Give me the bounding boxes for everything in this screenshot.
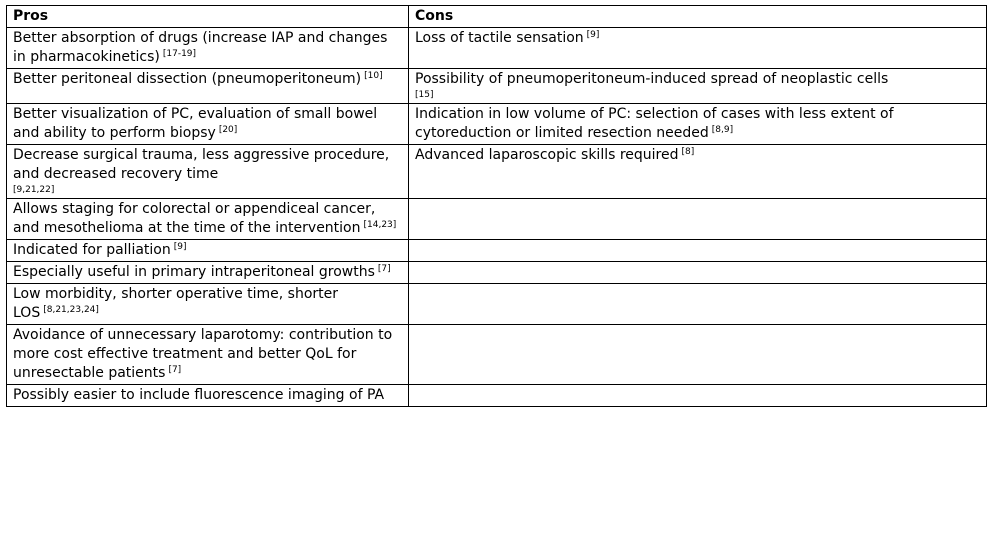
pros-text: Indicated for palliation xyxy=(13,242,171,258)
cons-text: Loss of tactile sensation xyxy=(415,30,584,46)
table-wrapper: Pros Cons Better absorption of drugs (in… xyxy=(6,5,987,407)
pros-cell: Better visualization of PC, evaluation o… xyxy=(6,103,409,145)
pros-cell: Allows staging for colorectal or appendi… xyxy=(6,198,409,240)
table-row: Low morbidity, shorter operative time, s… xyxy=(6,283,987,325)
cons-cell xyxy=(408,198,987,240)
pros-cons-table: Pros Cons Better absorption of drugs (in… xyxy=(6,5,987,407)
cons-text: Advanced laparoscopic skills required xyxy=(415,147,679,163)
pros-ref: [9] xyxy=(173,242,187,252)
cons-cell: Advanced laparoscopic skills required [8] xyxy=(408,144,987,199)
cons-cell xyxy=(408,283,987,325)
pros-text: Avoidance of unnecessary laparotomy: con… xyxy=(13,327,393,381)
pros-text: Better visualization of PC, evaluation o… xyxy=(13,106,378,141)
table-row: Better visualization of PC, evaluation o… xyxy=(6,103,987,145)
table-row: Possibly easier to include fluorescence … xyxy=(6,384,987,407)
pros-ref: [17-19] xyxy=(162,49,197,59)
pros-text: Better peritoneal dissection (pneumoperi… xyxy=(13,71,362,87)
pros-text: Better absorption of drugs (increase IAP… xyxy=(13,30,388,65)
table-row: Especially useful in primary intraperito… xyxy=(6,261,987,284)
pros-ref: [14,23] xyxy=(363,220,397,230)
cons-text: Possibility of pneumoperitoneum-induced … xyxy=(415,71,889,87)
pros-cell: Decrease surgical trauma, less aggressiv… xyxy=(6,144,409,199)
pros-ref: [7] xyxy=(168,365,182,375)
pros-cell: Especially useful in primary intraperito… xyxy=(6,261,409,284)
cons-ref: [8,9] xyxy=(711,125,734,135)
pros-cell: Avoidance of unnecessary laparotomy: con… xyxy=(6,324,409,385)
pros-ref: [10] xyxy=(364,71,383,81)
table-row: Avoidance of unnecessary laparotomy: con… xyxy=(6,324,987,385)
cons-ref: [15] xyxy=(415,90,434,100)
pros-cell: Possibly easier to include fluorescence … xyxy=(6,384,409,407)
pros-text: Especially useful in primary intraperito… xyxy=(13,264,375,280)
cons-cell xyxy=(408,324,987,385)
cons-text: Indication in low volume of PC: selectio… xyxy=(415,106,894,141)
table-row: Decrease surgical trauma, less aggressiv… xyxy=(6,144,987,199)
table-row: Allows staging for colorectal or appendi… xyxy=(6,198,987,240)
pros-cell: Better peritoneal dissection (pneumoperi… xyxy=(6,68,409,104)
cons-ref: [8] xyxy=(681,147,695,157)
table-row: Indicated for palliation [9] xyxy=(6,239,987,262)
pros-text: Low morbidity, shorter operative time, s… xyxy=(13,286,339,321)
pros-cell: Better absorption of drugs (increase IAP… xyxy=(6,27,409,69)
pros-cell: Indicated for palliation [9] xyxy=(6,239,409,262)
pros-text: Decrease surgical trauma, less aggressiv… xyxy=(13,147,390,182)
table-row: Better peritoneal dissection (pneumoperi… xyxy=(6,68,987,104)
pros-cell: Low morbidity, shorter operative time, s… xyxy=(6,283,409,325)
cons-cell xyxy=(408,384,987,407)
header-pros: Pros xyxy=(6,5,409,28)
pros-text: Allows staging for colorectal or appendi… xyxy=(13,201,376,236)
cons-cell xyxy=(408,239,987,262)
cons-cell: Loss of tactile sensation [9] xyxy=(408,27,987,69)
cons-cell: Indication in low volume of PC: selectio… xyxy=(408,103,987,145)
header-cons: Cons xyxy=(408,5,987,28)
cons-ref: [9] xyxy=(586,30,600,40)
table-row: Better absorption of drugs (increase IAP… xyxy=(6,27,987,69)
pros-ref: [9,21,22] xyxy=(13,185,55,195)
pros-ref: [7] xyxy=(377,264,391,274)
pros-ref: [20] xyxy=(218,125,238,135)
header-row: Pros Cons xyxy=(6,5,987,28)
pros-ref: [8,21,23,24] xyxy=(43,305,99,315)
pros-text: Possibly easier to include fluorescence … xyxy=(13,387,385,403)
cons-cell xyxy=(408,261,987,284)
cons-cell: Possibility of pneumoperitoneum-induced … xyxy=(408,68,987,104)
